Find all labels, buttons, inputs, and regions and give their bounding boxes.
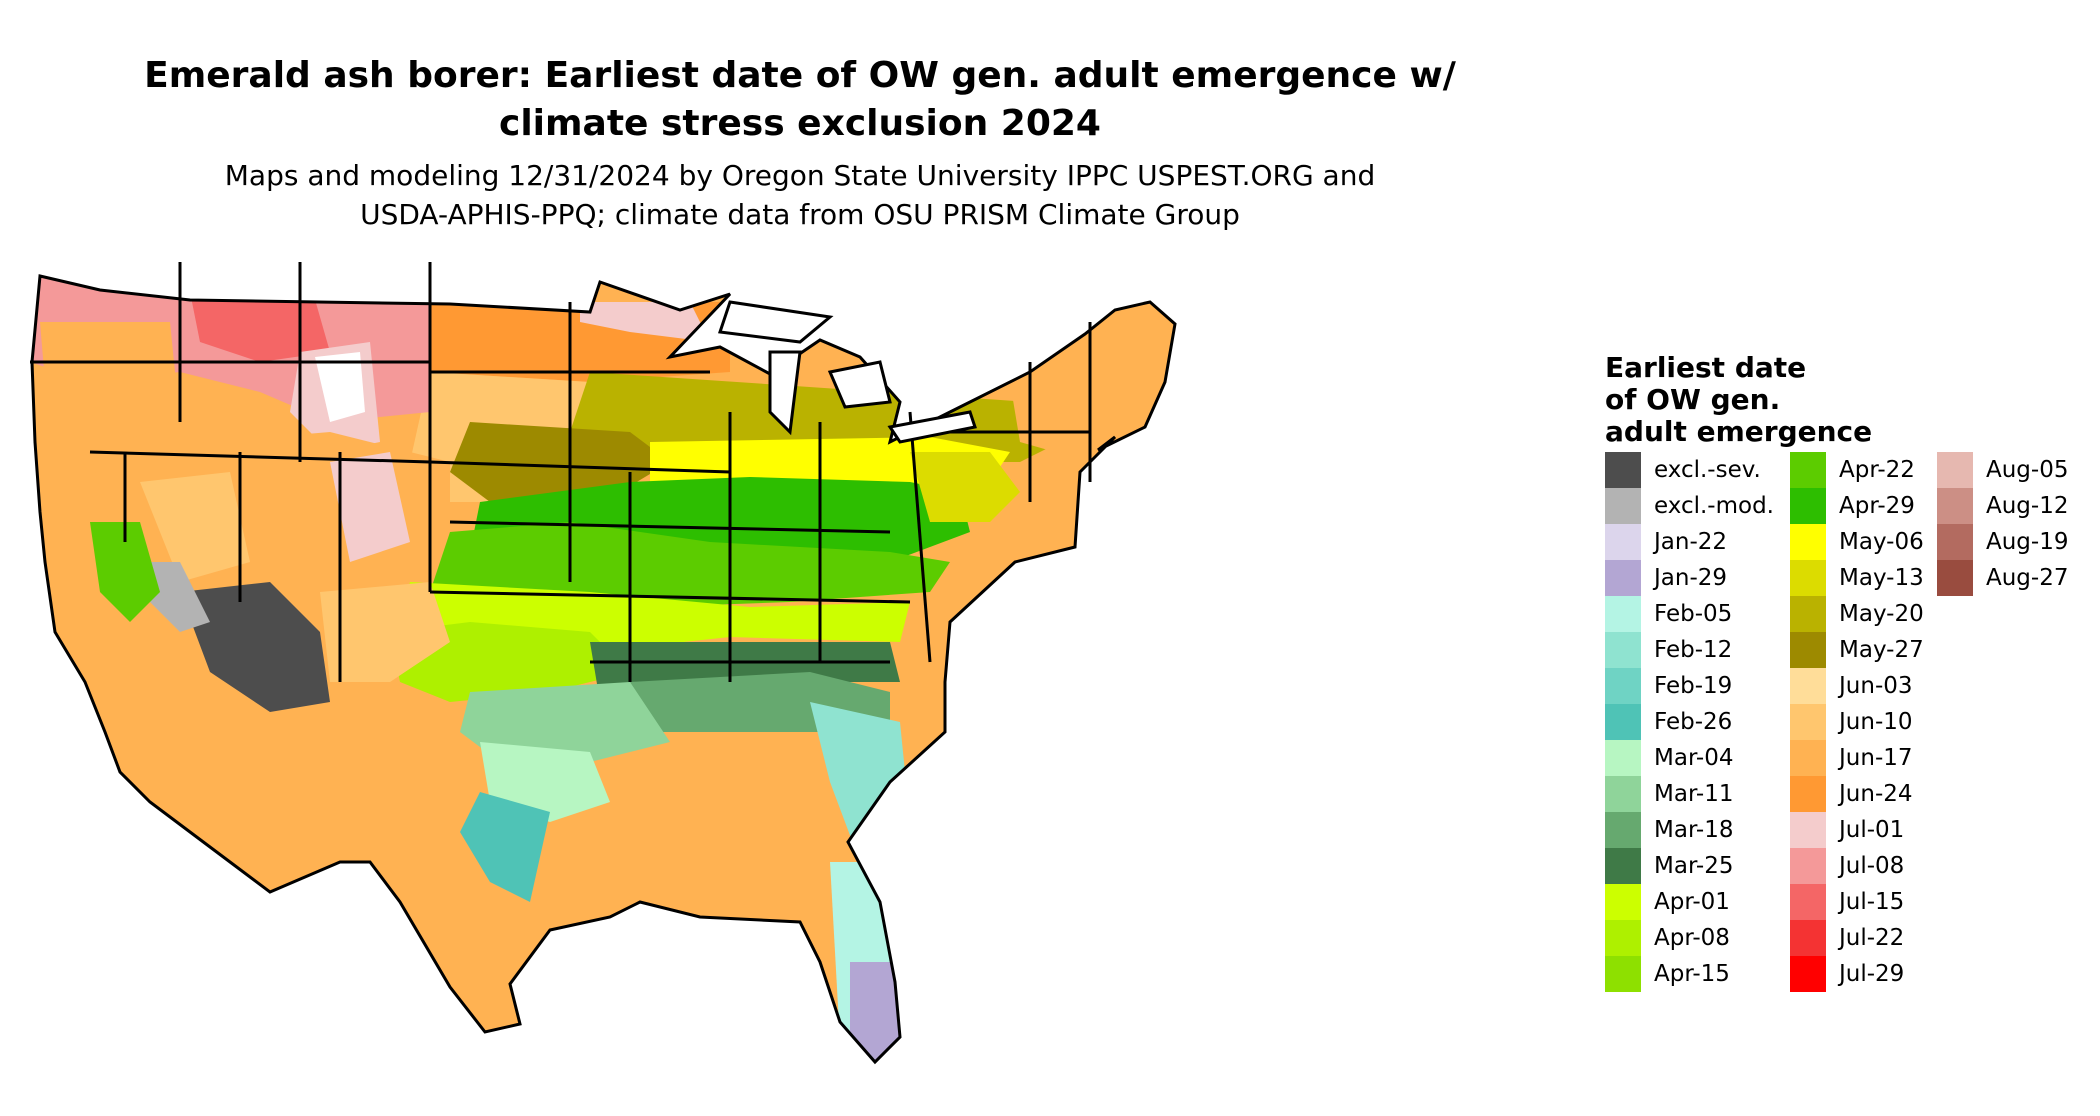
legend-swatch	[1790, 632, 1826, 668]
legend-swatch	[1790, 560, 1826, 596]
legend-label: May-06	[1839, 529, 1924, 555]
legend-label: May-20	[1839, 601, 1924, 627]
legend-swatch	[1790, 524, 1826, 560]
legend-swatch	[1605, 956, 1641, 992]
map-title-line-1: Emerald ash borer: Earliest date of OW g…	[144, 55, 1456, 96]
legend-swatch	[1605, 776, 1641, 812]
legend-title-line-1: Earliest date	[1605, 351, 1807, 384]
legend-label: May-27	[1839, 637, 1924, 663]
lake-superior	[717, 300, 834, 344]
zone-feb-26-south-texas	[460, 792, 550, 902]
legend-swatch	[1605, 560, 1641, 596]
legend-label: Jun-10	[1839, 709, 1913, 735]
legend-swatch	[1605, 632, 1641, 668]
zone-central-valley	[90, 522, 160, 622]
legend-swatch	[1790, 776, 1826, 812]
legend-swatch	[1790, 452, 1826, 488]
legend-swatch	[1605, 452, 1641, 488]
state-borders	[30, 262, 1177, 1064]
legend-label: Jul-22	[1839, 925, 1905, 951]
map-subtitle: Maps and modeling 12/31/2024 by Oregon S…	[60, 156, 1540, 234]
zone-excl-moderate	[140, 562, 210, 632]
legend-label: Jul-29	[1839, 961, 1905, 987]
legend-label: Jun-03	[1839, 673, 1913, 699]
zone-jun-17-oregon	[40, 322, 180, 452]
map-title-line-2: climate stress exclusion 2024	[499, 103, 1101, 144]
legend-swatch	[1605, 848, 1641, 884]
legend-swatch	[1605, 596, 1641, 632]
legend-label: Jan-29	[1654, 565, 1728, 591]
legend-title-line-3: adult emergence	[1605, 415, 1873, 448]
legend-swatch	[1790, 848, 1826, 884]
legend-swatch	[1790, 740, 1826, 776]
legend-label: Aug-27	[1986, 565, 2069, 591]
legend-swatch	[1605, 740, 1641, 776]
map-subtitle-line-2: USDA-APHIS-PPQ; climate data from OSU PR…	[360, 198, 1240, 231]
legend-label: Aug-12	[1986, 493, 2069, 519]
legend-label: Mar-25	[1654, 853, 1734, 879]
map-subtitle-line-1: Maps and modeling 12/31/2024 by Oregon S…	[224, 159, 1376, 192]
legend-swatch	[1605, 884, 1641, 920]
zone-new-mexico	[320, 582, 450, 682]
great-lakes	[717, 300, 977, 444]
legend-label: Apr-01	[1654, 889, 1730, 915]
legend-label: Jul-08	[1839, 853, 1905, 879]
legend-label: Feb-12	[1654, 637, 1733, 663]
legend-swatch	[1790, 812, 1826, 848]
zone-colorado-high	[330, 452, 410, 562]
lake-erie	[887, 410, 977, 444]
legend-label: excl.-sev.	[1654, 457, 1761, 483]
legend-swatch	[1937, 488, 1973, 524]
map-title: Emerald ash borer: Earliest date of OW g…	[60, 52, 1540, 148]
legend-swatch	[1605, 812, 1641, 848]
zone-mar-11-coast	[460, 682, 670, 762]
legend-swatch	[1790, 704, 1826, 740]
legend-swatch	[1605, 668, 1641, 704]
legend-label: Apr-15	[1654, 961, 1730, 987]
zone-may-27-plains	[450, 422, 670, 502]
zone-unsuitable-high	[315, 352, 365, 422]
legend-swatch	[1605, 920, 1641, 956]
zone-may-13-appalachia	[910, 452, 1020, 522]
legend-swatch	[1937, 560, 1973, 596]
legend-swatch	[1790, 920, 1826, 956]
legend-swatch	[1605, 524, 1641, 560]
legend-label: May-13	[1839, 565, 1924, 591]
legend-label: Jul-15	[1839, 889, 1905, 915]
legend-swatch	[1937, 452, 1973, 488]
legend-swatch	[1790, 596, 1826, 632]
legend-label: Apr-22	[1839, 457, 1915, 483]
legend-label: excl.-mod.	[1654, 493, 1774, 519]
legend-swatch	[1605, 704, 1641, 740]
legend-label: Jun-24	[1839, 781, 1913, 807]
legend-label: Jun-17	[1839, 745, 1913, 771]
zone-excl-severe	[180, 582, 330, 712]
legend-swatch	[1790, 668, 1826, 704]
legend-label: Jan-22	[1654, 529, 1728, 555]
legend-label: Feb-26	[1654, 709, 1733, 735]
legend-label: Jul-01	[1839, 817, 1905, 843]
zone-nevada	[140, 472, 250, 582]
legend-label: Feb-19	[1654, 673, 1733, 699]
legend-title-line-2: of OW gen.	[1605, 383, 1781, 416]
legend-swatch	[1790, 956, 1826, 992]
zone-jul-01-north	[580, 302, 710, 342]
legend-label: Mar-04	[1654, 745, 1734, 771]
legend-label: Aug-05	[1986, 457, 2069, 483]
legend-label: Apr-29	[1839, 493, 1915, 519]
legend-label: Mar-11	[1654, 781, 1734, 807]
legend-swatch	[1790, 488, 1826, 524]
zone-new-england	[1010, 292, 1175, 462]
legend-swatch	[1937, 524, 1973, 560]
legend-label: Aug-19	[1986, 529, 2069, 555]
legend-label: Mar-18	[1654, 817, 1734, 843]
legend-swatch	[1605, 488, 1641, 524]
lake-huron	[827, 360, 892, 409]
legend-label: Feb-05	[1654, 601, 1733, 627]
lake-michigan	[768, 350, 802, 436]
legend-swatch	[1790, 884, 1826, 920]
us-emergence-map	[30, 262, 1177, 1064]
legend-label: Apr-08	[1654, 925, 1730, 951]
legend-title: Earliest date of OW gen. adult emergence	[1605, 352, 1872, 448]
